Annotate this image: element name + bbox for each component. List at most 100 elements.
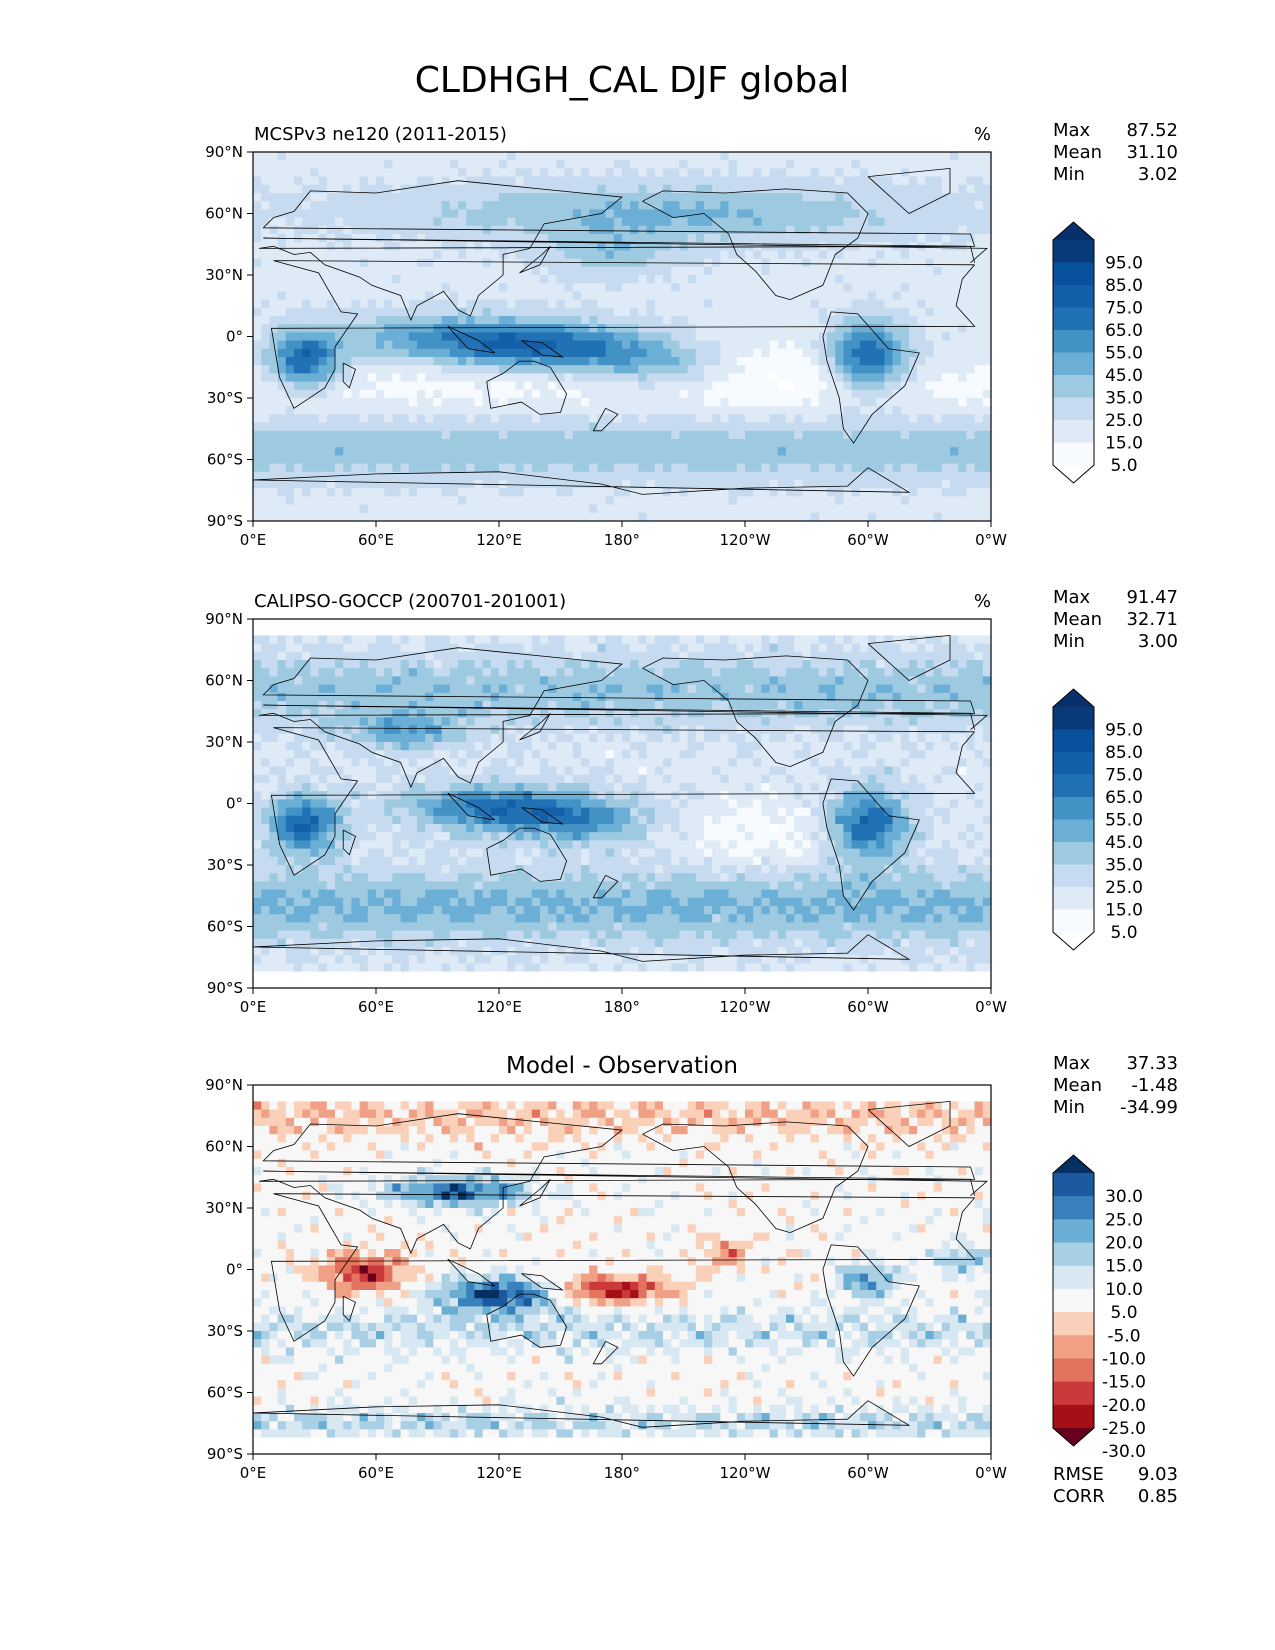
heatmap-cell <box>277 463 287 473</box>
heatmap-cell <box>392 496 402 506</box>
heatmap-cell <box>564 684 574 694</box>
heatmap-cell <box>310 283 320 292</box>
heatmap-cell <box>827 209 836 219</box>
heatmap-cell <box>761 651 771 661</box>
heatmap-cell <box>663 512 672 521</box>
heatmap-cell <box>458 283 467 292</box>
heatmap-cell <box>408 332 418 342</box>
heatmap-cell <box>441 488 451 497</box>
heatmap-cell <box>392 250 402 260</box>
heatmap-cell <box>269 406 279 415</box>
heatmap-cell <box>482 365 492 374</box>
heatmap-cell <box>966 439 976 448</box>
heatmap-cell <box>548 275 557 284</box>
heatmap-cell <box>769 635 779 645</box>
heatmap-cell <box>622 512 631 521</box>
heatmap-cell <box>376 668 385 677</box>
colorbar-label: 45.0 <box>1105 366 1143 386</box>
heatmap-cell <box>294 406 303 415</box>
heatmap-cell <box>679 651 689 661</box>
heatmap-cell <box>417 299 426 309</box>
heatmap-cell <box>564 332 574 342</box>
heatmap-cell <box>950 373 959 383</box>
heatmap-cell <box>417 217 426 227</box>
heatmap-cell <box>531 398 541 407</box>
heatmap-cell <box>695 619 705 628</box>
heatmap-cell <box>285 348 295 358</box>
heatmap-cell <box>523 488 533 497</box>
heatmap-cell <box>835 668 844 677</box>
heatmap-cell <box>310 414 320 424</box>
heatmap-cell <box>548 643 557 653</box>
heatmap-cell <box>777 619 787 628</box>
heatmap-cell <box>818 512 828 521</box>
heatmap-cell <box>933 381 943 391</box>
heatmap-cell <box>310 250 320 260</box>
heatmap-cell <box>966 414 976 424</box>
heatmap-cell <box>687 373 697 383</box>
heatmap-cell <box>687 504 697 514</box>
heatmap-cell <box>909 152 918 161</box>
heatmap-cell <box>925 496 935 506</box>
heatmap-cell <box>359 373 369 383</box>
heatmap-cell <box>794 283 803 292</box>
heatmap-cell <box>794 193 803 202</box>
heatmap-cell <box>425 307 434 317</box>
heatmap-cell <box>597 651 607 661</box>
heatmap-cell <box>794 488 803 497</box>
heatmap-cell <box>859 398 869 407</box>
heatmap-cell <box>835 660 844 669</box>
heatmap-cell <box>425 201 434 210</box>
heatmap-cell <box>425 242 434 251</box>
heatmap-cell <box>466 660 475 669</box>
heatmap-cell <box>654 266 664 276</box>
heatmap-cell <box>474 373 484 383</box>
heatmap-cell <box>433 463 443 473</box>
heatmap-cell <box>941 455 951 465</box>
heatmap-cell <box>310 496 320 506</box>
heatmap-cell <box>827 160 836 169</box>
heatmap-cell <box>769 176 779 186</box>
heatmap-cell <box>376 258 385 268</box>
heatmap-cell <box>589 160 598 169</box>
heatmap-cell <box>941 168 951 178</box>
heatmap-cell <box>720 184 730 194</box>
heatmap-cell <box>622 266 631 276</box>
heatmap-cell <box>523 316 533 325</box>
x-tick-label: 180° <box>604 531 640 549</box>
heatmap-cell <box>531 332 541 342</box>
heatmap-cell <box>720 488 730 497</box>
heatmap-cell <box>827 496 836 506</box>
heatmap-cell <box>769 217 779 227</box>
heatmap-cell <box>925 250 935 260</box>
heatmap-cell <box>466 283 475 292</box>
heatmap-cell <box>704 422 713 432</box>
heatmap-cell <box>679 627 689 636</box>
heatmap-cell <box>490 217 500 227</box>
heatmap-cell <box>810 422 820 432</box>
heatmap-cell <box>417 348 426 358</box>
heatmap-cell <box>343 676 352 686</box>
heatmap-cell <box>958 357 967 366</box>
heatmap-cell <box>745 422 754 432</box>
heatmap-cell <box>786 160 795 169</box>
heatmap-cell <box>285 439 295 448</box>
heatmap-cell <box>318 225 328 235</box>
heatmap-cell <box>613 504 623 514</box>
heatmap-cell <box>769 152 779 161</box>
heatmap-cell <box>449 365 459 374</box>
heatmap-cell <box>277 381 287 391</box>
heatmap-cell <box>851 299 861 309</box>
heatmap-cell <box>810 373 820 383</box>
heatmap-cell <box>269 266 279 276</box>
heatmap-cell <box>851 357 861 366</box>
heatmap-cell <box>531 414 541 424</box>
heatmap-cell <box>572 365 582 374</box>
heatmap-cell <box>663 225 672 235</box>
heatmap-cell <box>613 651 623 661</box>
heatmap-cell <box>433 455 443 465</box>
heatmap-cell <box>318 357 328 366</box>
heatmap-cell <box>285 496 295 506</box>
heatmap-cell <box>466 406 475 415</box>
heatmap-cell <box>613 389 623 399</box>
